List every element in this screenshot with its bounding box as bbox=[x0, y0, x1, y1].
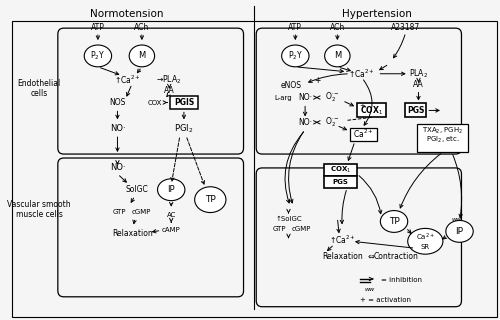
Ellipse shape bbox=[84, 45, 112, 67]
Text: Relaxation: Relaxation bbox=[112, 229, 154, 238]
Text: = inhibition: = inhibition bbox=[382, 277, 422, 283]
Bar bbox=[418, 124, 469, 152]
Text: TP: TP bbox=[205, 195, 216, 204]
Bar bbox=[170, 96, 198, 109]
Text: ACh: ACh bbox=[330, 23, 345, 32]
Text: COX: COX bbox=[148, 100, 162, 106]
Text: NO·: NO· bbox=[298, 93, 312, 102]
Text: NO·: NO· bbox=[110, 164, 126, 172]
Text: A23187: A23187 bbox=[391, 23, 420, 32]
Text: SolGC: SolGC bbox=[126, 185, 148, 194]
Text: COX$_1$: COX$_1$ bbox=[330, 165, 351, 175]
Text: AA: AA bbox=[413, 80, 424, 89]
Ellipse shape bbox=[380, 211, 407, 232]
Text: ww: ww bbox=[364, 287, 375, 292]
Bar bbox=[350, 128, 378, 141]
Ellipse shape bbox=[282, 45, 309, 67]
Text: Vascular smooth
muscle cells: Vascular smooth muscle cells bbox=[8, 200, 71, 219]
Text: PGS: PGS bbox=[332, 179, 348, 185]
Text: ⇔: ⇔ bbox=[368, 252, 375, 261]
Text: Ca$^{2+}$: Ca$^{2+}$ bbox=[416, 232, 435, 243]
Bar bbox=[324, 176, 357, 188]
Text: PLA$_2$: PLA$_2$ bbox=[409, 68, 428, 80]
Text: PGI$_2$, etc.: PGI$_2$, etc. bbox=[426, 135, 460, 145]
Text: TP: TP bbox=[388, 217, 400, 226]
Text: AA: AA bbox=[164, 86, 174, 95]
Text: eNOS: eNOS bbox=[281, 81, 302, 90]
Text: NO·: NO· bbox=[298, 118, 312, 127]
Text: Hypertension: Hypertension bbox=[342, 9, 411, 19]
Text: cGMP: cGMP bbox=[292, 226, 311, 232]
Ellipse shape bbox=[324, 45, 350, 67]
Ellipse shape bbox=[158, 179, 185, 201]
Text: Endothelial
cells: Endothelial cells bbox=[18, 79, 61, 98]
Ellipse shape bbox=[129, 45, 154, 67]
Text: ↑SolGC: ↑SolGC bbox=[275, 216, 302, 222]
Text: PGI$_2$: PGI$_2$ bbox=[174, 122, 194, 134]
Text: GTP: GTP bbox=[273, 226, 286, 232]
Text: Ca$^{2+}$: Ca$^{2+}$ bbox=[354, 128, 374, 140]
Text: Relaxation: Relaxation bbox=[322, 252, 362, 261]
Text: O$_2^{·-}$: O$_2^{·-}$ bbox=[325, 91, 340, 104]
Text: M: M bbox=[138, 52, 145, 60]
Text: COX$_1$: COX$_1$ bbox=[360, 104, 383, 117]
Text: ACh: ACh bbox=[134, 23, 150, 32]
Text: L-arg: L-arg bbox=[275, 94, 292, 100]
Text: +: + bbox=[359, 103, 364, 109]
Text: GTP: GTP bbox=[112, 209, 126, 214]
Text: Normotension: Normotension bbox=[90, 9, 164, 19]
Ellipse shape bbox=[408, 228, 443, 254]
Text: ↑Ca$^{2+}$: ↑Ca$^{2+}$ bbox=[329, 233, 355, 245]
Ellipse shape bbox=[446, 220, 473, 242]
Text: ↑Ca$^{2+}$: ↑Ca$^{2+}$ bbox=[348, 68, 375, 80]
Bar bbox=[324, 164, 357, 176]
Text: ww: ww bbox=[452, 217, 462, 222]
Text: PGS: PGS bbox=[407, 106, 424, 115]
Text: →PLA$_2$: →PLA$_2$ bbox=[156, 74, 181, 86]
Text: ATP: ATP bbox=[288, 23, 302, 32]
Text: NOS: NOS bbox=[110, 98, 126, 107]
Text: IP: IP bbox=[456, 227, 464, 236]
Text: + = activation: + = activation bbox=[360, 297, 411, 303]
Ellipse shape bbox=[194, 187, 226, 212]
Text: ATP: ATP bbox=[91, 23, 105, 32]
Text: +: + bbox=[314, 76, 321, 85]
Text: cGMP: cGMP bbox=[131, 209, 150, 214]
Text: Contraction: Contraction bbox=[374, 252, 418, 261]
Text: AC: AC bbox=[166, 212, 176, 218]
Text: cAMP: cAMP bbox=[162, 228, 180, 233]
Text: TXA$_2$, PGH$_2$: TXA$_2$, PGH$_2$ bbox=[422, 126, 464, 136]
Text: P$_2$Y: P$_2$Y bbox=[90, 50, 106, 62]
Text: NO·: NO· bbox=[110, 124, 126, 133]
Text: P$_2$Y: P$_2$Y bbox=[288, 50, 303, 62]
Text: IP: IP bbox=[168, 185, 175, 194]
Text: ↑Ca$^{2+}$: ↑Ca$^{2+}$ bbox=[114, 74, 140, 86]
Text: SR: SR bbox=[420, 244, 430, 250]
Text: M: M bbox=[334, 52, 341, 60]
Bar bbox=[405, 103, 426, 117]
Bar bbox=[357, 103, 386, 117]
Text: PGIS: PGIS bbox=[174, 98, 194, 107]
Text: O$_2^{·-}$: O$_2^{·-}$ bbox=[325, 116, 340, 129]
